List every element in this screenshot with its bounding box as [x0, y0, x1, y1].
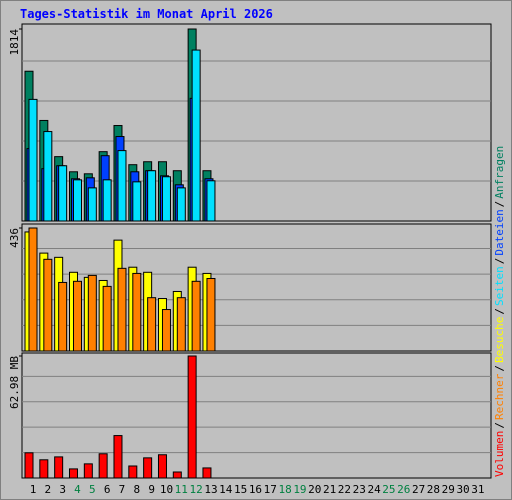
- legend-separator: /: [493, 365, 506, 372]
- x-tick-label: 29: [442, 483, 455, 496]
- x-tick-label: 4: [74, 483, 81, 496]
- bar: [176, 297, 186, 352]
- x-tick-label: 13: [204, 483, 217, 496]
- x-tick-label: 3: [59, 483, 66, 496]
- x-tick-label: 25: [382, 483, 395, 496]
- bar: [98, 453, 108, 479]
- bar: [132, 272, 142, 352]
- legend-separator: /: [493, 422, 506, 429]
- legend-separator: /: [493, 258, 506, 265]
- legend-entry: Rechner: [493, 373, 506, 420]
- x-tick-label: 23: [353, 483, 366, 496]
- panel: [21, 352, 492, 479]
- bar: [187, 355, 197, 479]
- legend-entry: Volumen: [493, 431, 506, 477]
- x-tick-label: 15: [234, 483, 247, 496]
- x-tick-label: 24: [367, 483, 381, 496]
- y-tick-label: 1814: [8, 29, 21, 56]
- legend-separator: /: [493, 201, 506, 208]
- bar: [161, 176, 171, 222]
- legend-entry: Anfragen: [493, 146, 506, 199]
- legend-separator: /: [493, 308, 506, 315]
- bar: [161, 309, 171, 352]
- bar: [117, 267, 127, 352]
- bar: [191, 49, 201, 222]
- x-tick-label: 31: [471, 483, 484, 496]
- x-tick-label: 2: [45, 483, 52, 496]
- legend-entry: Seiten: [493, 266, 506, 306]
- bar: [157, 454, 167, 479]
- x-tick-label: 11: [175, 483, 188, 496]
- x-tick-label: 26: [397, 483, 410, 496]
- bar: [132, 181, 142, 222]
- bar: [113, 435, 123, 479]
- x-tick-label: 7: [119, 483, 126, 496]
- x-tick-label: 18: [278, 483, 291, 496]
- x-tick-label: 1: [30, 483, 37, 496]
- bar: [191, 280, 201, 352]
- bar: [68, 468, 78, 479]
- bar: [172, 471, 182, 479]
- bar: [87, 187, 97, 222]
- bar: [206, 180, 216, 222]
- y-tick-label: 436: [8, 228, 21, 248]
- legend-entry: Besuche: [493, 317, 506, 363]
- legend-entry: Dateien: [493, 209, 506, 255]
- x-tick-label: 14: [219, 483, 233, 496]
- bar: [143, 457, 153, 479]
- bar: [58, 165, 68, 222]
- x-tick-label: 30: [456, 483, 469, 496]
- bar: [176, 187, 186, 222]
- x-tick-label: 20: [308, 483, 321, 496]
- legend: Volumen/Rechner/Besuche/Seiten/Dateien/A…: [493, 146, 506, 477]
- bar: [72, 280, 82, 352]
- x-tick-label: 16: [249, 483, 262, 496]
- bar: [83, 463, 93, 479]
- bar: [39, 459, 49, 479]
- x-tick-label: 10: [160, 483, 173, 496]
- x-tick-label: 6: [104, 483, 111, 496]
- x-tick-label: 19: [293, 483, 306, 496]
- bar: [117, 150, 127, 222]
- x-tick-label: 5: [89, 483, 96, 496]
- bar: [202, 467, 212, 479]
- x-tick-label: 12: [190, 483, 203, 496]
- bar: [102, 179, 112, 222]
- bar: [87, 274, 97, 352]
- bar: [43, 258, 53, 352]
- x-tick-label: 21: [323, 483, 336, 496]
- bar: [147, 170, 157, 222]
- bar: [28, 227, 38, 352]
- bar: [43, 131, 53, 222]
- bar: [102, 285, 112, 352]
- bar: [147, 297, 157, 352]
- x-tick-label: 17: [264, 483, 277, 496]
- bar: [128, 465, 138, 479]
- x-tick-label: 28: [427, 483, 440, 496]
- bar: [206, 277, 216, 352]
- x-tick-label: 8: [133, 483, 140, 496]
- x-tick-label: 27: [412, 483, 425, 496]
- chart-title: Tages-Statistik im Monat April 2026: [20, 7, 273, 21]
- x-tick-label: 22: [338, 483, 351, 496]
- y-tick-label: 62.98 MB: [8, 356, 21, 409]
- bar: [54, 456, 64, 479]
- bar: [28, 98, 38, 222]
- bar: [72, 179, 82, 222]
- bar: [24, 452, 34, 479]
- x-tick-label: 9: [148, 483, 155, 496]
- bar: [58, 281, 68, 352]
